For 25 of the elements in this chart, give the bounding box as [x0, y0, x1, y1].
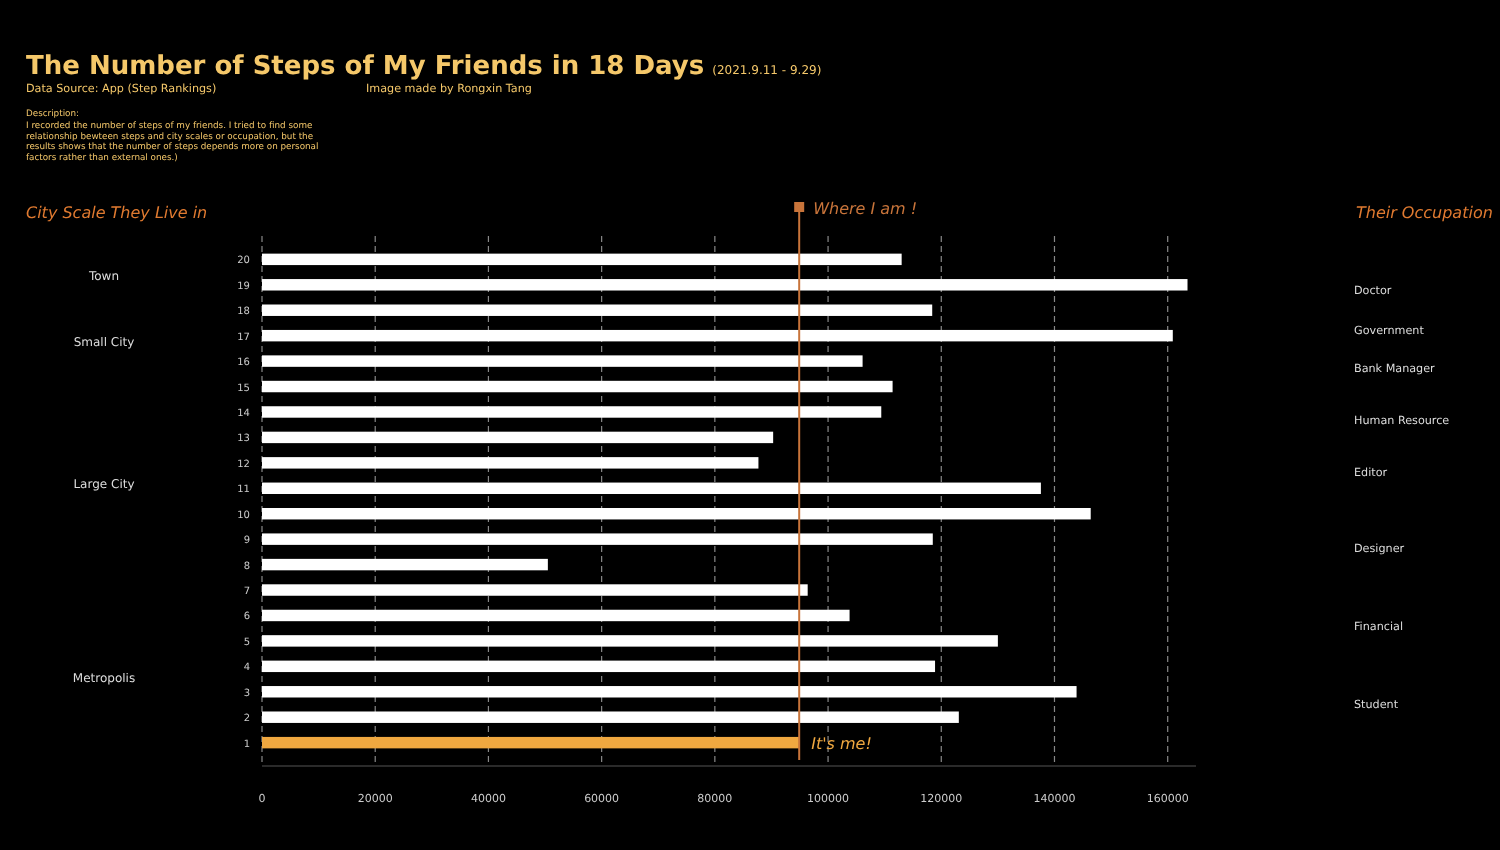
bar — [262, 482, 1041, 494]
text: Their Occupation — [1356, 204, 1493, 222]
bar — [262, 533, 933, 545]
bar — [262, 329, 1173, 342]
ref-line-label: Where I am ! — [813, 200, 918, 218]
bar — [262, 609, 850, 622]
bar — [262, 736, 800, 749]
bar — [262, 660, 936, 673]
bar — [262, 686, 1077, 698]
bar — [262, 457, 759, 469]
bar — [262, 558, 548, 571]
bar — [262, 584, 808, 596]
bar — [262, 304, 933, 316]
bar — [262, 253, 902, 266]
bar — [262, 406, 882, 418]
annotation: It's me! — [811, 734, 872, 753]
bar — [262, 431, 774, 444]
bar — [262, 380, 893, 393]
bar — [262, 635, 998, 647]
bar — [262, 355, 863, 367]
chart-title: The Number of Steps of My Friends in 18 Days — [26, 52, 705, 82]
bar — [262, 508, 1091, 520]
bar — [262, 279, 1188, 291]
text: City Scale They Live in — [26, 204, 208, 222]
bar — [262, 711, 959, 723]
